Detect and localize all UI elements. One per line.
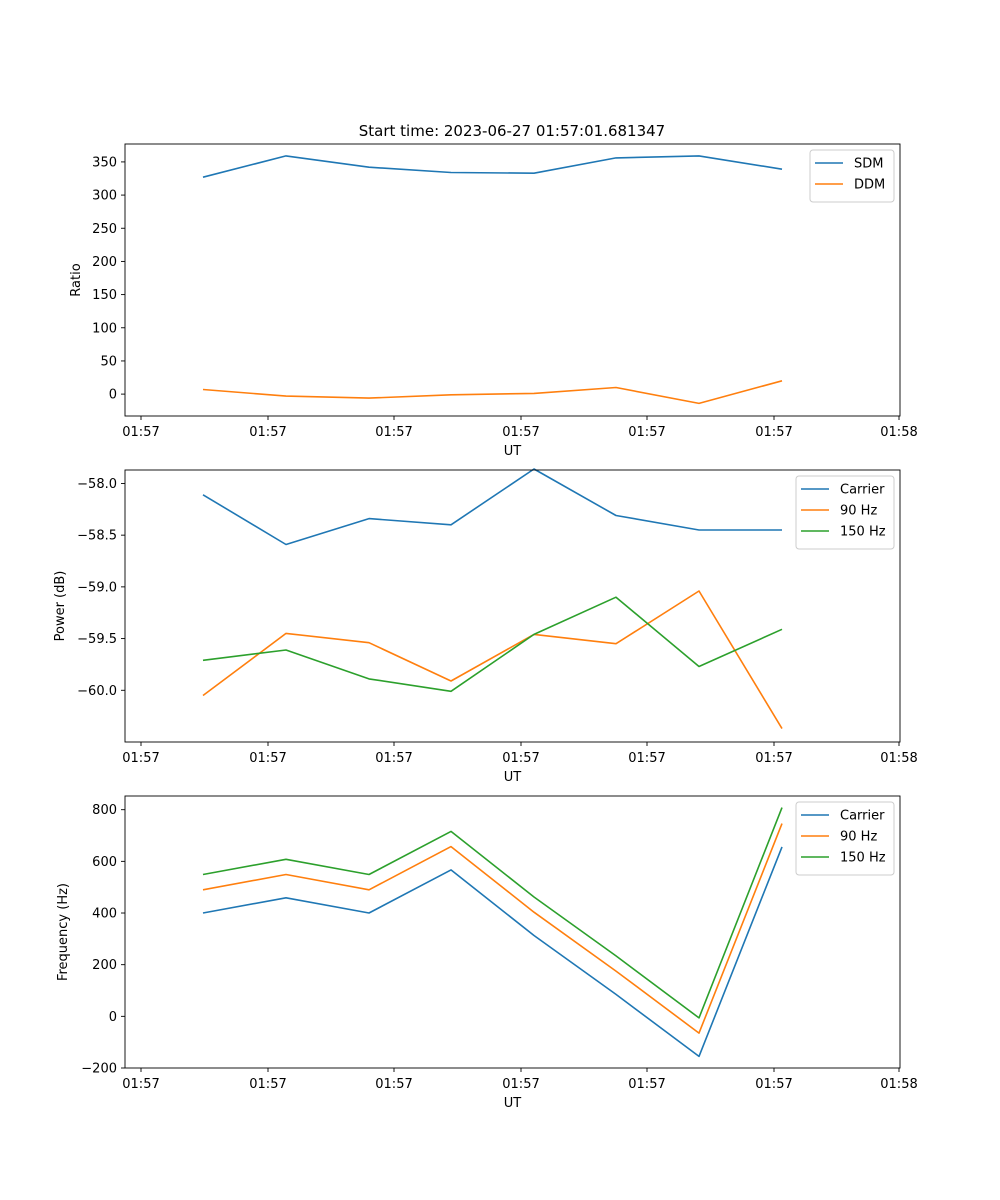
x-tick-label: 01:57 [628,1077,665,1092]
legend-label: Carrier [840,483,885,498]
legend: SDM DDM [809,149,895,203]
y-tick-label: 0 [109,1010,117,1025]
y-axis-label: Power (dB) [53,571,68,642]
plot-frame [124,469,901,743]
x-tick-label: 01:57 [122,1077,159,1092]
legend-label: 150 Hz [840,525,886,540]
x-axis-label: UT [504,1096,522,1111]
y-tick-label: 0 [109,388,117,403]
y-tick-label: 400 [92,907,117,922]
series-line-ddm [202,380,783,405]
y-tick-label: 100 [92,321,117,336]
y-tick-label: 200 [92,255,117,270]
chart-panel-2: 01:57 01:57 01:57 01:57 01:57 01:57 01:58 −58.0… [53,468,918,785]
y-tick-label: −60.0 [77,684,117,699]
x-tick-label: 01:57 [249,751,286,766]
legend-label: SDM [854,157,883,172]
x-tick-label: 01:57 [628,425,665,440]
x-tick-label: 01:57 [502,1077,539,1092]
x-tick-label: 01:57 [502,751,539,766]
y-tick-label: −58.5 [77,529,117,544]
plot-frame [124,143,901,417]
series-line-carrier [202,468,782,546]
series-line-sdm [202,155,783,178]
legend-label: DDM [854,178,885,193]
x-tick-label: 01:58 [880,425,917,440]
x-tick-label: 01:57 [122,751,159,766]
legend-label: 90 Hz [840,830,877,845]
legend: Carrier 90 Hz 150 Hz [795,801,895,876]
chart-panel-1: 01:57 01:57 01:57 01:57 01:57 01:57 01:58 0 50 10… [69,143,918,459]
y-tick-label: 150 [92,288,117,303]
y-tick-label: 350 [92,155,117,170]
x-tick-label: 01:57 [122,425,159,440]
legend-label: Carrier [840,809,885,824]
legend: Carrier 90 Hz 150 Hz [795,475,895,550]
y-tick-label: 200 [92,958,117,973]
y-axis-label: Frequency (Hz) [56,883,71,981]
legend-label: 150 Hz [840,851,886,866]
x-tick-label: 01:57 [375,425,412,440]
series-line-150-hz [202,596,783,693]
x-tick-label: 01:57 [375,751,412,766]
y-tick-label: −59.0 [77,580,117,595]
y-tick-label: 600 [92,855,117,870]
x-tick-label: 01:57 [755,1077,792,1092]
x-tick-label: 01:58 [880,751,917,766]
plot-frame [124,795,901,1069]
x-tick-label: 01:58 [880,1077,917,1092]
x-axis-label: UT [504,770,522,785]
x-axis-label: UT [504,444,522,459]
y-axis-label: Ratio [69,263,84,296]
x-tick-label: 01:57 [502,425,539,440]
x-tick-label: 01:57 [628,751,665,766]
y-tick-label: 800 [92,803,117,818]
y-tick-label: 300 [92,189,117,204]
y-tick-label: −200 [81,1062,117,1077]
x-tick-label: 01:57 [375,1077,412,1092]
x-tick-label: 01:57 [249,425,286,440]
figure-title: Start time: 2023-06-27 01:57:01.681347 [359,122,665,140]
series-line-carrier [202,846,783,1058]
y-tick-label: −58.0 [77,477,117,492]
x-tick-label: 01:57 [755,751,792,766]
legend-label: 90 Hz [840,504,877,519]
y-tick-label: −59.5 [77,632,117,647]
x-tick-label: 01:57 [755,425,792,440]
y-tick-label: 50 [100,354,117,369]
x-tick-label: 01:57 [249,1077,286,1092]
series-line-90-hz [202,823,783,1034]
series-line-150-hz [202,807,783,1019]
series-line-90-hz [202,590,783,730]
y-tick-label: 250 [92,222,117,237]
chart-panel-3: 01:57 01:57 01:57 01:57 01:57 01:57 01:58 800 60… [56,795,918,1111]
